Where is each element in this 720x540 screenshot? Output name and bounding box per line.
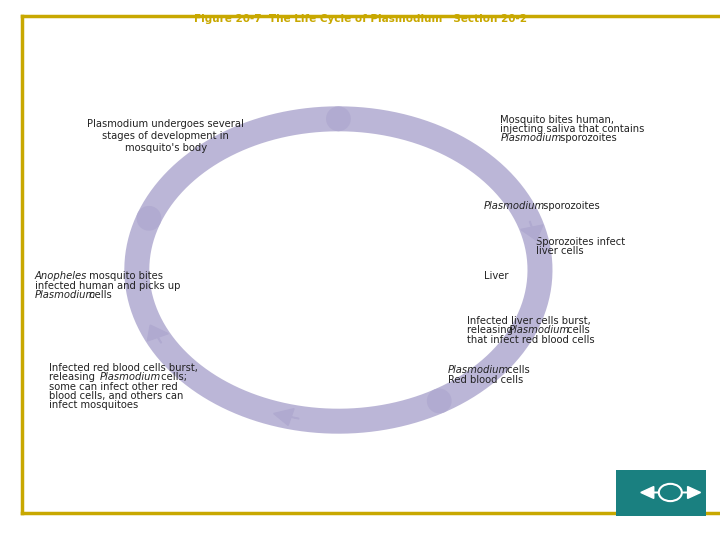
FancyBboxPatch shape bbox=[616, 470, 706, 516]
Text: Plasmodium: Plasmodium bbox=[99, 373, 161, 382]
Text: mosquito bites: mosquito bites bbox=[86, 272, 163, 281]
Text: releasing: releasing bbox=[49, 373, 98, 382]
FancyArrow shape bbox=[148, 325, 168, 343]
FancyArrow shape bbox=[521, 221, 543, 240]
Text: cells: cells bbox=[504, 365, 530, 375]
Text: releasing: releasing bbox=[467, 326, 516, 335]
Text: some can infect other red: some can infect other red bbox=[49, 382, 178, 392]
FancyArrow shape bbox=[274, 409, 299, 426]
Text: Red blood cells: Red blood cells bbox=[448, 375, 523, 385]
Text: cells: cells bbox=[86, 290, 112, 300]
Text: sporozoites: sporozoites bbox=[540, 201, 600, 211]
Text: Infected red blood cells burst,: Infected red blood cells burst, bbox=[49, 363, 198, 373]
Text: liver cells: liver cells bbox=[536, 246, 584, 256]
Text: Figure 20-7  The Life Cycle of Plasmodium   Section 20-2: Figure 20-7 The Life Cycle of Plasmodium… bbox=[194, 14, 526, 24]
Text: blood cells, and others can: blood cells, and others can bbox=[49, 391, 184, 401]
Text: cells: cells bbox=[564, 326, 590, 335]
Text: Plasmodium: Plasmodium bbox=[35, 290, 96, 300]
Text: injecting saliva that contains: injecting saliva that contains bbox=[500, 124, 645, 134]
Circle shape bbox=[659, 484, 682, 501]
Text: Liver: Liver bbox=[484, 272, 508, 281]
Text: sporozoites: sporozoites bbox=[557, 133, 616, 143]
Text: Plasmodium: Plasmodium bbox=[448, 365, 509, 375]
Text: Plasmodium undergoes several
stages of development in
mosquito's body: Plasmodium undergoes several stages of d… bbox=[87, 119, 244, 153]
Text: infect mosquitoes: infect mosquitoes bbox=[49, 400, 138, 410]
Text: Infected liver cells burst,: Infected liver cells burst, bbox=[467, 316, 590, 326]
Text: cells;: cells; bbox=[158, 373, 187, 382]
Text: that infect red blood cells: that infect red blood cells bbox=[467, 335, 594, 345]
Text: infected human and picks up: infected human and picks up bbox=[35, 281, 180, 291]
Text: Sporozoites infect: Sporozoites infect bbox=[536, 237, 626, 247]
Text: Plasmodium: Plasmodium bbox=[500, 133, 562, 143]
Text: Plasmodium: Plasmodium bbox=[484, 201, 545, 211]
Text: Plasmodium: Plasmodium bbox=[508, 326, 570, 335]
Text: Anopheles: Anopheles bbox=[35, 272, 87, 281]
FancyArrow shape bbox=[683, 487, 701, 498]
Text: Mosquito bites human,: Mosquito bites human, bbox=[500, 115, 614, 125]
FancyArrow shape bbox=[641, 487, 659, 498]
